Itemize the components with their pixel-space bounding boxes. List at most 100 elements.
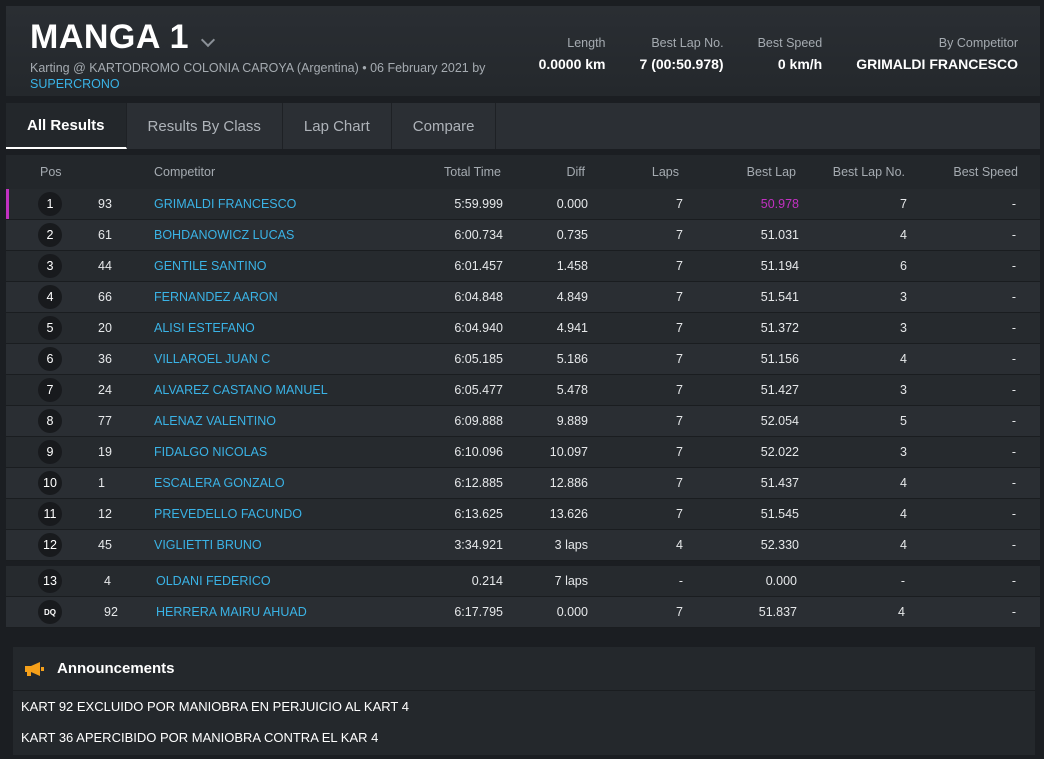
table-header: Pos Competitor Total Time Diff Laps Best…: [6, 155, 1040, 189]
session-header: MANGA 1 Karting @ KARTODROMO COLONIA CAR…: [6, 6, 1040, 96]
table-row[interactable]: 4 66 FERNANDEZ AARON 6:04.848 4.849 7 51.541 3 -: [6, 282, 1040, 313]
cell-best-lap: 51.545: [760, 507, 799, 521]
cell-pos: 9: [38, 437, 62, 467]
position-badge: 6: [38, 347, 62, 371]
cell-pos: 11: [38, 499, 62, 529]
table-row[interactable]: 5 20 ALISI ESTEFANO 6:04.940 4.941 7 51.372 3 -: [6, 313, 1040, 344]
cell-competitor[interactable]: FERNANDEZ AARON: [154, 290, 278, 304]
cell-competitor[interactable]: OLDANI FEDERICO: [156, 574, 271, 588]
table-row[interactable]: 10 1 ESCALERA GONZALO 6:12.885 12.886 7 51.437…: [6, 468, 1040, 499]
cell-best-lap: 51.156: [760, 352, 799, 366]
col-laps[interactable]: Laps: [651, 165, 679, 179]
cell-competitor[interactable]: BOHDANOWICZ LUCAS: [154, 228, 295, 242]
cell-competitor[interactable]: ALENAZ VALENTINO: [154, 414, 277, 428]
table-row[interactable]: 6 36 VILLAROEL JUAN C 6:05.185 5.186 7 51.156 4…: [6, 344, 1040, 375]
col-best-lap-no[interactable]: Best Lap No.: [832, 165, 905, 179]
cell-best-lap-no: 4: [898, 605, 905, 619]
table-row[interactable]: 8 77 ALENAZ VALENTINO 6:09.888 9.889 7 52.054 5…: [6, 406, 1040, 437]
cell-competitor[interactable]: PREVEDELLO FACUNDO: [154, 507, 302, 521]
position-badge: 7: [38, 378, 62, 402]
cell-best-speed: -: [1011, 259, 1016, 273]
cell-best-speed: -: [1011, 445, 1016, 459]
cell-laps: 7: [676, 197, 683, 211]
tab-compare[interactable]: Compare: [392, 103, 497, 149]
cell-pos: 6: [38, 344, 62, 374]
cell-laps: 7: [676, 414, 683, 428]
cell-competitor[interactable]: VIGLIETTI BRUNO: [154, 538, 262, 552]
table-row[interactable]: 3 44 GENTILE SANTINO 6:01.457 1.458 7 51.194 6 -: [6, 251, 1040, 282]
table-row[interactable]: 1 93 GRIMALDI FRANCESCO 5:59.999 0.000 7 50.97…: [6, 189, 1040, 220]
cell-laps: 7: [676, 476, 683, 490]
position-badge: DQ: [38, 600, 62, 624]
cell-best-lap: 51.837: [758, 605, 797, 619]
cell-total-time: 6:17.795: [454, 605, 503, 619]
cell-best-lap: 51.437: [760, 476, 799, 490]
position-badge: 1: [38, 192, 62, 216]
session-info: Karting @ KARTODROMO COLONIA CAROYA (Arg…: [30, 61, 486, 75]
cell-best-lap-no: 4: [900, 476, 907, 490]
cell-pos: 7: [38, 375, 62, 405]
table-row[interactable]: 11 12 PREVEDELLO FACUNDO 6:13.625 13.626 7 51.…: [6, 499, 1040, 530]
cell-competitor[interactable]: VILLAROEL JUAN C: [154, 352, 271, 366]
table-row[interactable]: 13 4 OLDANI FEDERICO 0.214 7 laps - 0.000 - -: [6, 566, 1040, 597]
chevron-down-icon[interactable]: [200, 32, 216, 47]
cell-diff: 0.000: [556, 605, 588, 619]
stat-value: 0.0000 km: [538, 56, 606, 72]
cell-laps: 7: [676, 321, 683, 335]
stat-label: By Competitor: [938, 36, 1018, 50]
tab-results-by-class[interactable]: Results By Class: [127, 103, 283, 149]
cell-total-time: 6:10.096: [454, 445, 503, 459]
supercrono-link[interactable]: SUPERCRONO: [30, 77, 120, 91]
col-diff[interactable]: Diff: [566, 165, 585, 179]
cell-laps: 7: [676, 290, 683, 304]
table-row[interactable]: 12 45 VIGLIETTI BRUNO 3:34.921 3 laps 4 52.330…: [6, 530, 1040, 561]
col-total-time[interactable]: Total Time: [444, 165, 501, 179]
table-row[interactable]: 9 19 FIDALGO NICOLAS 6:10.096 10.097 7 52.022 3…: [6, 437, 1040, 468]
cell-competitor[interactable]: ALISI ESTEFANO: [154, 321, 255, 335]
col-best-lap[interactable]: Best Lap: [746, 165, 796, 179]
stat-label: Length: [567, 36, 606, 50]
cell-diff: 4.849: [556, 290, 588, 304]
tab-lap-chart[interactable]: Lap Chart: [283, 103, 392, 149]
table-row[interactable]: 2 61 BOHDANOWICZ LUCAS 6:00.734 0.735 7 51.031…: [6, 220, 1040, 251]
cell-total-time: 6:13.625: [454, 507, 503, 521]
cell-best-speed: -: [1011, 321, 1016, 335]
table-row[interactable]: 7 24 ALVAREZ CASTANO MANUEL 6:05.477 5.478 7 5…: [6, 375, 1040, 406]
cell-kart-number: 77: [98, 414, 112, 428]
cell-competitor[interactable]: GRIMALDI FRANCESCO: [154, 197, 297, 211]
cell-total-time: 6:09.888: [454, 414, 503, 428]
session-title-dropdown[interactable]: MANGA 1: [30, 18, 216, 57]
cell-best-lap: 0.000: [765, 574, 797, 588]
cell-best-speed: -: [1011, 290, 1016, 304]
cell-kart-number: 19: [98, 445, 112, 459]
cell-diff: 4.941: [556, 321, 588, 335]
announcement-item: KART 92 EXCLUIDO POR MANIOBRA EN PERJUIC…: [21, 699, 409, 714]
cell-pos: 10: [38, 468, 62, 498]
col-pos[interactable]: Pos: [40, 165, 62, 179]
cell-pos: 5: [38, 313, 62, 343]
tab-all-results[interactable]: All Results: [6, 103, 127, 149]
cell-laps: 7: [676, 445, 683, 459]
cell-competitor[interactable]: ESCALERA GONZALO: [154, 476, 285, 490]
cell-competitor[interactable]: GENTILE SANTINO: [154, 259, 267, 273]
cell-competitor[interactable]: HERRERA MAIRU AHUAD: [156, 605, 307, 619]
cell-best-lap-no: 4: [900, 507, 907, 521]
cell-laps: 7: [676, 507, 683, 521]
position-badge: 5: [38, 316, 62, 340]
cell-kart-number: 92: [104, 605, 118, 619]
cell-competitor[interactable]: FIDALGO NICOLAS: [154, 445, 268, 459]
results-table: Pos Competitor Total Time Diff Laps Best…: [6, 155, 1040, 628]
col-competitor[interactable]: Competitor: [154, 165, 216, 179]
cell-best-lap-no: 6: [900, 259, 907, 273]
cell-competitor[interactable]: ALVAREZ CASTANO MANUEL: [154, 383, 328, 397]
cell-best-lap: 52.330: [760, 538, 799, 552]
cell-diff: 5.186: [556, 352, 588, 366]
session-stats: Length 0.0000 km Best Lap No. 7 (00:50.9…: [505, 36, 1018, 72]
position-badge: 3: [38, 254, 62, 278]
table-row[interactable]: DQ 92 HERRERA MAIRU AHUAD 6:17.795 0.000 7 51.…: [6, 597, 1040, 628]
col-best-speed[interactable]: Best Speed: [953, 165, 1018, 179]
cell-best-lap: 51.427: [760, 383, 799, 397]
cell-total-time: 6:05.185: [454, 352, 503, 366]
cell-best-lap: 51.541: [760, 290, 799, 304]
cell-kart-number: 66: [98, 290, 112, 304]
